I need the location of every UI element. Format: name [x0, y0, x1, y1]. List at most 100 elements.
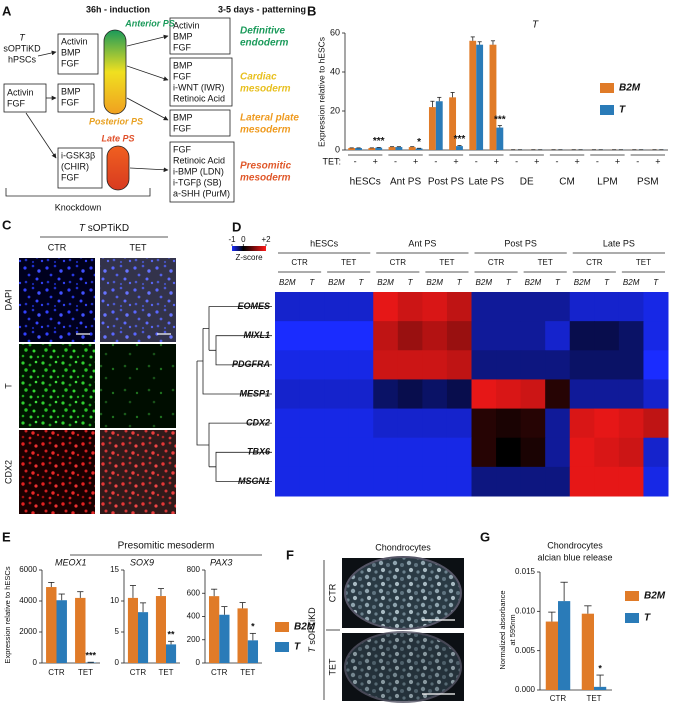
- heatmap-cell: [299, 379, 325, 410]
- kd-label: B2M: [328, 278, 345, 287]
- legend-label: T: [294, 642, 301, 653]
- heatmap-cell: [348, 466, 374, 497]
- condition-label: CTR: [390, 258, 407, 267]
- label-part: sOPTiKD: [307, 607, 317, 645]
- heatmap-cell: [373, 292, 399, 322]
- heatmap-cell: [324, 466, 350, 497]
- kd-label: B2M: [574, 278, 591, 287]
- heatmap-cell: [496, 350, 522, 380]
- box-text: FGF: [61, 58, 79, 68]
- arrow: [129, 167, 169, 173]
- well: [344, 631, 462, 703]
- condition-label: TET: [538, 258, 553, 267]
- heatmap-cell: [446, 321, 472, 351]
- heatmap-cell: [324, 437, 350, 468]
- arrow: [126, 34, 169, 47]
- patterning-box: [169, 57, 233, 107]
- stage-label: Post PS: [504, 238, 537, 248]
- stage-label: hESCs: [310, 238, 339, 248]
- box-text: Activin: [7, 87, 34, 97]
- panel-title: T sOPTiKD: [79, 223, 129, 234]
- heatmap-cell: [422, 437, 448, 468]
- heatmap-cell: [275, 321, 301, 351]
- arrow: [126, 65, 169, 81]
- kd-label: B2M: [426, 278, 443, 287]
- heatmap-cell: [618, 350, 644, 380]
- box-text: i-WNT (IWR): [173, 82, 224, 92]
- box-text: FGF: [7, 98, 25, 108]
- kd-label: T: [408, 278, 414, 287]
- y-tick-label: 0.005: [515, 646, 536, 655]
- box-text: FGF: [173, 144, 191, 154]
- bar: [428, 107, 436, 150]
- x-tick-label: +: [575, 156, 580, 166]
- bar: [545, 621, 558, 690]
- gene-label: PDGFRA: [232, 359, 270, 369]
- y-tick-label: 200: [187, 635, 201, 644]
- significance: ***: [494, 114, 506, 125]
- heatmap-cell: [373, 437, 399, 468]
- legend-label: B2M: [294, 622, 316, 633]
- box-text: Retinoic Acid: [173, 93, 225, 103]
- heatmap-cell: [446, 437, 472, 468]
- heatmap-cell: [496, 321, 522, 351]
- kd-label: T: [506, 278, 512, 287]
- heatmap-cell: [275, 292, 301, 322]
- heatmap-cell: [446, 292, 472, 322]
- heatmap-cell: [545, 292, 571, 322]
- bar: [75, 597, 86, 663]
- row-label: DAPI: [3, 289, 13, 310]
- condition-label: TET: [341, 258, 356, 267]
- micrograph: [19, 344, 95, 428]
- box-text: i-GSK3β: [61, 150, 95, 160]
- dendrogram: [196, 306, 272, 482]
- group-label: Late PS: [469, 177, 505, 188]
- patterning-box: [169, 141, 235, 203]
- column-label: CTR: [48, 242, 67, 252]
- heatmap-cell: [446, 408, 472, 439]
- label-part: T: [307, 646, 317, 653]
- y-tick-label: 2000: [19, 627, 37, 636]
- group-label: PSM: [637, 177, 659, 188]
- gene-label: EOMES: [237, 301, 270, 311]
- arrow: [126, 97, 169, 121]
- heatmap-cell: [618, 321, 644, 351]
- kd-label: B2M: [623, 278, 640, 287]
- bar: [166, 644, 177, 663]
- chart-title: PAX3: [210, 557, 232, 567]
- heatmap-cell: [520, 437, 546, 468]
- heatmap-cell: [569, 437, 595, 468]
- arrow: [37, 50, 57, 57]
- heatmap-cell: [299, 408, 325, 439]
- group-label: hESCs: [350, 177, 381, 188]
- heatmap-cell: [348, 379, 374, 410]
- heatmap-cell: [373, 321, 399, 351]
- heatmap-cell: [496, 466, 522, 497]
- heatmap-cell: [545, 466, 571, 497]
- kd-label: B2M: [279, 278, 296, 287]
- knockdown-bracket: [5, 188, 151, 197]
- x-tick-label: TET: [158, 668, 173, 677]
- box-text: FGF: [173, 42, 191, 52]
- heatmap-cell: [520, 292, 546, 322]
- heatmap-cell: [618, 408, 644, 439]
- box-text: BMP: [61, 86, 81, 96]
- heatmap-cell: [348, 292, 374, 322]
- panel-letter: B: [307, 3, 316, 18]
- y-tick-label: 0: [335, 144, 340, 154]
- y-tick-label: 800: [187, 565, 201, 574]
- heatmap-cell: [324, 350, 350, 380]
- panel-letter: G: [480, 529, 490, 544]
- y-tick-label: 0: [115, 658, 120, 667]
- heatmap-cell: [618, 379, 644, 410]
- heatmap-cell: [324, 379, 350, 410]
- bar: [449, 97, 457, 150]
- x-tick-label: -: [354, 156, 357, 166]
- heatmap-cell: [397, 379, 423, 410]
- heatmap-cell: [569, 466, 595, 497]
- heatmap-cell: [643, 321, 669, 351]
- bar: [155, 596, 166, 663]
- x-tick-label: -: [596, 156, 599, 166]
- x-tick-label: +: [655, 156, 660, 166]
- row-label: TET: [327, 658, 337, 676]
